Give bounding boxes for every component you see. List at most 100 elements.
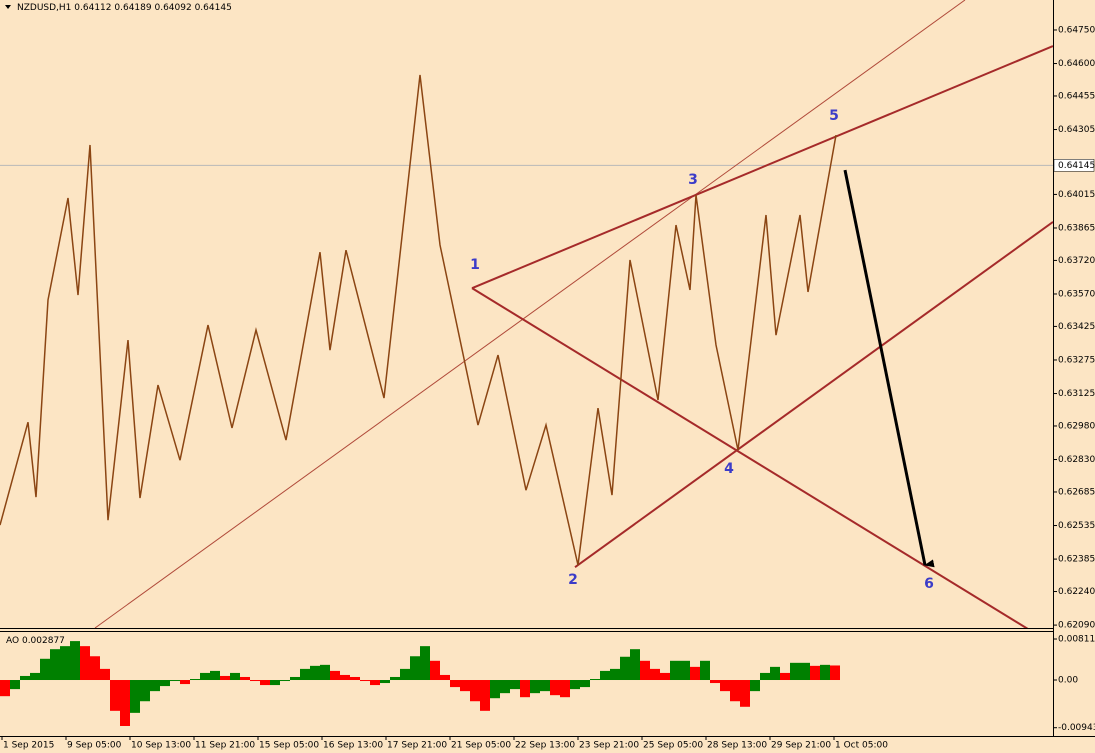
close: 0.64145 <box>195 3 232 13</box>
ao-bar <box>60 646 70 681</box>
ao-bar <box>690 666 700 681</box>
y-tick-label: 0.62830 <box>1058 455 1095 465</box>
y-tick-label: 0.64600 <box>1058 59 1095 69</box>
price-line <box>0 74 837 566</box>
ao-bar <box>220 675 230 681</box>
ao-bar <box>150 680 160 692</box>
wave-label: 4 <box>724 461 734 477</box>
main-panel <box>0 0 1053 628</box>
ao-panel <box>0 641 840 726</box>
ao-last-value: 0.002877 <box>22 636 65 646</box>
ao-bar <box>110 680 120 711</box>
ao-bar <box>300 668 310 681</box>
ao-bar <box>260 680 270 686</box>
ao-y-tick-label: -0.009439 <box>1058 723 1095 733</box>
ao-bar <box>230 672 240 681</box>
ao-bar <box>360 680 370 682</box>
ao-bar <box>320 664 330 681</box>
x-tick-label: 29 Sep 21:00 <box>771 741 831 751</box>
ao-bar <box>130 680 140 713</box>
y-tick-label: 0.62535 <box>1058 521 1095 531</box>
ao-bar <box>380 680 390 684</box>
symbol: NZDUSD,H1 <box>17 3 71 13</box>
low: 0.64092 <box>154 3 191 13</box>
wave-label: 1 <box>470 257 480 273</box>
y-tick-label: 0.63720 <box>1058 256 1095 266</box>
ao-bar <box>120 680 130 726</box>
y-tick-label: 0.64305 <box>1058 125 1095 135</box>
ao-bar <box>460 680 470 692</box>
ao-bar <box>680 660 690 681</box>
y-tick-label: 0.63425 <box>1058 322 1095 332</box>
ao-bar <box>800 662 810 681</box>
ao-bar <box>720 680 730 692</box>
x-tick-label: 23 Sep 21:00 <box>579 741 639 751</box>
y-tick-label: 0.62980 <box>1058 421 1095 431</box>
ao-bar <box>470 680 480 702</box>
ao-bar <box>140 680 150 702</box>
trend-line <box>574 221 1053 568</box>
x-tick-label: 22 Sep 13:00 <box>515 741 575 751</box>
ao-bar <box>750 680 760 692</box>
ao-bar <box>0 680 10 697</box>
ao-bar <box>510 680 520 690</box>
ao-bar <box>290 676 300 681</box>
ao-y-tick-label: 0.008112 <box>1058 635 1095 645</box>
ao-bar <box>180 680 190 685</box>
ao-bar <box>570 680 580 690</box>
ao-bar <box>610 668 620 681</box>
ao-bar <box>540 680 550 692</box>
ao-bar <box>40 658 50 681</box>
ao-bar <box>50 649 60 681</box>
ao-bar <box>560 680 570 698</box>
ao-bar <box>410 656 420 681</box>
ao-bar <box>80 646 90 681</box>
x-tick-label: 1 Oct 05:00 <box>835 741 888 751</box>
ao-bar <box>190 678 200 681</box>
ao-bar <box>430 660 440 681</box>
ao-bar <box>210 670 220 681</box>
ao-bar <box>830 665 840 681</box>
ao-header: AO 0.002877 <box>6 636 65 646</box>
y-tick-label: 0.62385 <box>1058 555 1095 565</box>
trend-line <box>94 0 966 628</box>
ao-bar <box>390 676 400 681</box>
ao-bar <box>420 646 430 681</box>
ao-bar <box>590 678 600 681</box>
ao-bar <box>640 660 650 681</box>
ao-bar <box>490 680 500 699</box>
ao-bar <box>770 666 780 681</box>
ao-bar <box>660 672 670 681</box>
ao-bar <box>790 662 800 681</box>
ao-bar <box>400 668 410 681</box>
ao-bar <box>650 668 660 681</box>
trend-line <box>471 287 1029 628</box>
y-tick-label: 0.63865 <box>1058 223 1095 233</box>
ao-bar <box>600 670 610 681</box>
ao-bar <box>730 680 740 702</box>
collapse-icon <box>5 5 11 9</box>
ao-bar <box>330 670 340 681</box>
ao-y-tick-label: 0.00 <box>1058 676 1078 686</box>
wave-label: 2 <box>568 572 578 588</box>
y-tick-label: 0.63125 <box>1058 389 1095 399</box>
high: 0.64189 <box>114 3 151 13</box>
ao-bar <box>10 680 20 690</box>
ao-bar <box>740 680 750 707</box>
ao-bar <box>450 680 460 688</box>
ao-bar <box>100 668 110 681</box>
y-tick-label: 0.63570 <box>1058 289 1095 299</box>
wave-label: 3 <box>688 172 698 188</box>
ao-bar <box>630 649 640 681</box>
wave-label: 5 <box>829 108 839 124</box>
y-tick-label: 0.62090 <box>1058 621 1095 631</box>
ao-bar <box>620 656 630 681</box>
y-tick-label: 0.62685 <box>1058 487 1095 497</box>
ao-bar <box>670 660 680 681</box>
y-tick-label: 0.64015 <box>1058 190 1095 200</box>
ao-bar <box>250 680 260 682</box>
ao-bar <box>200 672 210 681</box>
y-tick-label: 0.64750 <box>1058 25 1095 35</box>
ao-bar <box>90 656 100 681</box>
